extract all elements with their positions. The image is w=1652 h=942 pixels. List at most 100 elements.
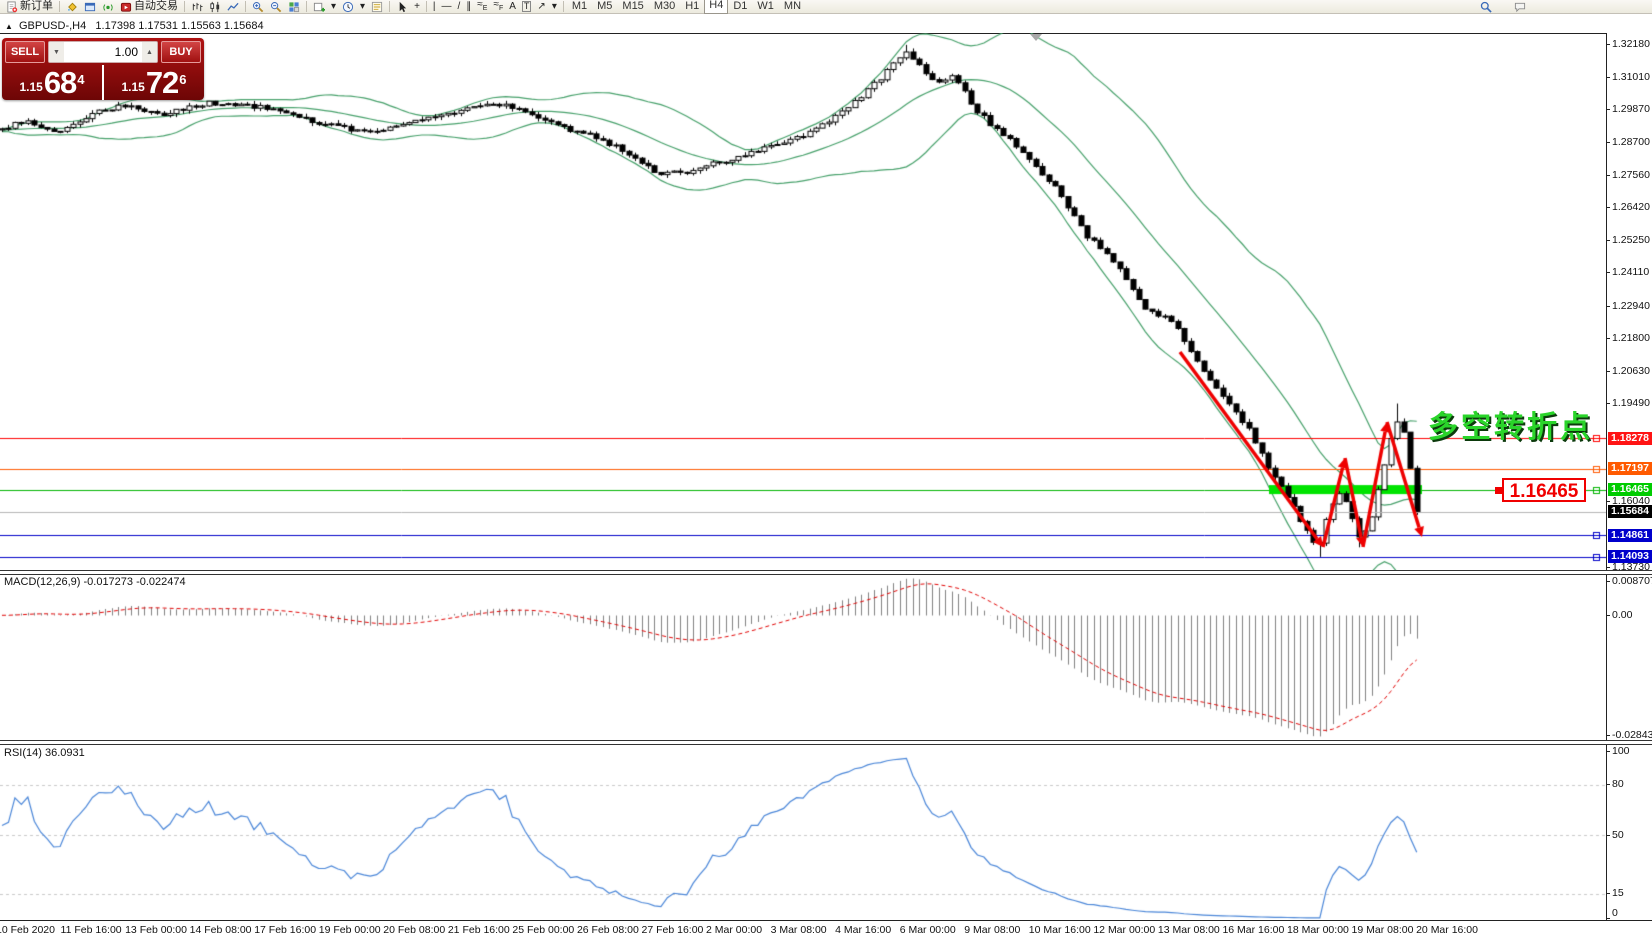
price-tick-label: 1.24110 <box>1612 266 1650 279</box>
time-axis-line[interactable] <box>0 920 1652 921</box>
equidistant-channel-button[interactable]: ≈E <box>474 0 490 13</box>
time-tick-label: 13 Feb 00:00 <box>125 924 187 936</box>
new-order-button-label: 新订单 <box>20 0 53 12</box>
search-icon[interactable] <box>1477 0 1495 13</box>
price-tick-label: 1.19490 <box>1612 397 1650 410</box>
autotrading-button[interactable]: 自动交易 <box>117 0 181 13</box>
price-tick-mark <box>1606 109 1610 110</box>
volume-down-button[interactable]: ▼ <box>49 42 64 62</box>
bucket-icon <box>66 1 78 13</box>
styles-bucket-button[interactable] <box>63 0 81 13</box>
time-tick-label: 10 Mar 16:00 <box>1028 924 1091 936</box>
rsi-panel-canvas[interactable] <box>0 744 1606 920</box>
time-tick-label: 16 Mar 16:00 <box>1222 924 1285 936</box>
buy-price-pip: 6 <box>179 72 187 87</box>
cursor-button[interactable] <box>393 0 411 13</box>
channel-button[interactable]: ∥ <box>463 0 474 13</box>
timeframe-mn-button[interactable]: MN <box>783 0 802 12</box>
price-line-label: 1.17197 <box>1608 462 1652 476</box>
price-tick-mark <box>1606 337 1610 339</box>
volume-up-button[interactable]: ▲ <box>142 42 157 62</box>
profiles-button[interactable] <box>81 0 99 13</box>
macd-panel-canvas[interactable] <box>0 573 1606 740</box>
dropdown-caret-icon[interactable]: ▾ <box>549 0 560 13</box>
timeframe-h1-button[interactable]: H1 <box>685 0 700 12</box>
vline-button[interactable]: | <box>430 0 439 13</box>
buy-price-display[interactable]: 1.15 72 6 <box>104 65 204 100</box>
rsi-tick-mark <box>1606 751 1610 752</box>
sell-price-pip: 4 <box>77 72 85 87</box>
price-tick-label: 1.22940 <box>1612 299 1650 312</box>
volume-input[interactable] <box>64 42 142 62</box>
panel-separator[interactable] <box>0 570 1652 575</box>
timeframe-m15-button[interactable]: M15 <box>622 0 644 12</box>
sell-button[interactable]: SELL <box>5 41 45 63</box>
price-tick-mark <box>1606 240 1610 241</box>
price-axis-line[interactable] <box>1606 33 1607 920</box>
channel-button-glyph: ∥ <box>466 0 472 12</box>
timeframe-m30-button[interactable]: M30 <box>653 0 676 12</box>
arrows-tool-button[interactable]: ↗ <box>534 0 548 13</box>
buy-button[interactable]: BUY <box>161 41 201 63</box>
macd-value: -0.017273 <box>83 576 134 588</box>
zoom-in-button[interactable] <box>249 0 267 13</box>
equidistant-channel-button-glyph: ≈E <box>477 0 488 12</box>
toolbar-separator <box>306 1 307 12</box>
fibonacci-button[interactable]: ≈F <box>490 0 506 13</box>
hline-button[interactable]: — <box>439 0 455 13</box>
price-tick-mark <box>1606 76 1610 78</box>
crosshair-button[interactable]: + <box>411 0 423 13</box>
rsi-header: RSI(14) 36.0931 <box>4 747 85 759</box>
signals-button[interactable] <box>99 0 117 13</box>
timeframe-m5-button[interactable]: M5 <box>597 0 613 12</box>
sell-price-small: 1.15 <box>19 80 43 94</box>
zoom-out-button[interactable] <box>267 0 285 13</box>
symbol-title: GBPUSD-,H4 <box>18 20 87 32</box>
fibonacci-button-glyph: ≈F <box>493 0 504 12</box>
price-tick-label: 1.27560 <box>1612 168 1650 181</box>
timeframe-h4-button[interactable]: H4 <box>704 0 729 14</box>
dropdown-caret-icon-glyph: ▾ <box>551 0 557 12</box>
timeframe-d1-button[interactable]: D1 <box>733 0 748 12</box>
chart-shift-marker-icon[interactable] <box>1030 34 1042 41</box>
line-chart-button[interactable] <box>224 0 242 13</box>
time-tick-label: 10 Feb 2020 <box>0 924 55 936</box>
zoom-in-icon <box>252 1 264 13</box>
tile-windows-icon <box>288 1 300 13</box>
templates-button[interactable] <box>368 0 386 13</box>
toolbar-separator <box>562 1 564 12</box>
tile-windows-button[interactable] <box>285 0 303 13</box>
autotrade-icon <box>120 1 132 13</box>
template-icon <box>371 1 383 13</box>
new-chart-button[interactable] <box>310 0 328 13</box>
bars-chart-button[interactable] <box>188 0 206 13</box>
chat-icon[interactable] <box>1511 0 1529 13</box>
sell-price-display[interactable]: 1.15 68 4 <box>2 65 104 100</box>
candles-chart-button[interactable] <box>206 0 224 13</box>
trendline-button[interactable]: / <box>455 0 464 13</box>
macd-tick-mark <box>1606 580 1610 582</box>
timeframe-m1-button[interactable]: M1 <box>571 0 588 12</box>
arrows-tool-button-glyph: ↗ <box>537 0 546 12</box>
dropdown-caret-icon[interactable]: ▾ <box>328 0 339 13</box>
candles-chart-icon <box>209 1 221 13</box>
label-tool-button[interactable]: T <box>519 0 535 13</box>
time-tick-label: 13 Mar 08:00 <box>1157 924 1220 936</box>
price-tick-mark <box>1606 142 1610 144</box>
main-chart-canvas[interactable] <box>0 33 1606 570</box>
symbol-info-bar: ▲ GBPUSD-,H4 1.17398 1.17531 1.15563 1.1… <box>5 20 264 32</box>
collapse-panel-icon[interactable]: ▲ <box>5 22 13 31</box>
period-button[interactable] <box>339 0 357 13</box>
toolbar-separator <box>184 1 185 12</box>
dropdown-caret-icon[interactable]: ▾ <box>357 0 368 13</box>
panel-separator[interactable] <box>0 740 1652 745</box>
add-chart-icon <box>313 1 325 13</box>
price-tick-label: 1.20630 <box>1612 365 1650 377</box>
new-order-button[interactable]: 新订单 <box>3 0 56 13</box>
price-tick-label: 1.21800 <box>1612 331 1650 344</box>
time-tick-label: 18 Mar 00:00 <box>1287 924 1349 936</box>
rsi-axis-label: 100 <box>1612 745 1630 757</box>
text-tool-button[interactable]: A <box>506 0 519 13</box>
timeframe-w1-button[interactable]: W1 <box>757 0 774 12</box>
price-line-label: 1.14861 <box>1608 528 1652 542</box>
